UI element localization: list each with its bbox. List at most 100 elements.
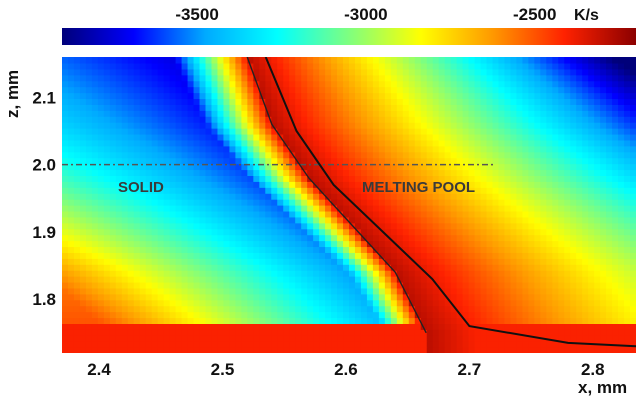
heatmap-cell xyxy=(199,240,207,248)
heatmap-cell xyxy=(456,62,464,70)
heatmap-cell xyxy=(211,104,219,111)
heatmap-cell xyxy=(181,246,189,253)
heatmap-cell xyxy=(97,240,105,248)
heatmap-cell xyxy=(199,181,207,188)
x-tick-label: 2.6 xyxy=(334,360,358,379)
heatmap-cell xyxy=(325,329,332,336)
heatmap-cell xyxy=(474,317,482,324)
heatmap-cell xyxy=(432,216,440,224)
heatmap-cell xyxy=(486,341,494,348)
heatmap-cell xyxy=(552,287,559,295)
heatmap-cell xyxy=(354,311,362,319)
heatmap-cell xyxy=(420,305,428,313)
heatmap-cell xyxy=(618,234,625,242)
heatmap-cell xyxy=(360,128,368,135)
heatmap-cell xyxy=(570,133,577,141)
y-tick-label: 1.9 xyxy=(32,223,56,242)
heatmap-cell xyxy=(337,145,344,153)
heatmap-cell xyxy=(265,264,272,271)
heatmap-cell xyxy=(205,323,213,330)
heatmap-cell xyxy=(73,181,81,188)
heatmap-cell xyxy=(372,74,380,82)
heatmap-cell xyxy=(193,210,201,218)
heatmap-cell xyxy=(109,246,117,253)
heatmap-cell xyxy=(91,258,99,265)
heatmap-cell xyxy=(187,86,195,94)
heatmap-cell xyxy=(450,299,458,307)
heatmap-cell xyxy=(630,122,636,129)
heatmap-cell xyxy=(217,74,225,82)
heatmap-cell xyxy=(181,347,189,353)
heatmap-cell xyxy=(121,205,129,212)
heatmap-cell xyxy=(432,92,440,100)
heatmap-cell xyxy=(372,299,380,307)
heatmap-cell xyxy=(486,299,494,307)
heatmap-cell xyxy=(115,347,123,353)
heatmap-cell xyxy=(432,80,440,88)
heatmap-cell xyxy=(145,311,153,319)
heatmap-cell xyxy=(349,329,356,336)
heatmap-cell xyxy=(103,57,111,64)
heatmap-cell xyxy=(151,128,159,135)
heatmap-cell xyxy=(432,122,440,129)
heatmap-cell xyxy=(331,98,338,105)
heatmap-cell xyxy=(247,258,254,265)
heatmap-cell xyxy=(420,145,428,153)
heatmap-cell xyxy=(145,205,153,212)
heatmap-cell xyxy=(444,92,452,100)
heatmap-cell xyxy=(103,234,111,242)
heatmap-cell xyxy=(564,287,571,295)
heatmap-cell xyxy=(85,299,93,307)
heatmap-cell xyxy=(510,199,518,206)
heatmap-cell xyxy=(67,157,75,165)
heatmap-cell xyxy=(414,246,422,253)
heatmap-cell xyxy=(181,57,189,64)
heatmap-cell xyxy=(259,216,266,224)
heatmap-cell xyxy=(534,270,541,277)
heatmap-cell xyxy=(217,86,225,94)
heatmap-cell xyxy=(145,98,153,105)
heatmap-cell xyxy=(163,187,171,194)
heatmap-cell xyxy=(630,240,636,248)
heatmap-cell xyxy=(139,175,147,182)
heatmap-cell xyxy=(331,110,338,117)
heatmap-cell xyxy=(121,128,129,135)
heatmap-cell xyxy=(444,139,452,147)
heatmap-cell xyxy=(307,341,314,348)
heatmap-cell xyxy=(390,145,398,153)
heatmap-cell xyxy=(558,240,565,248)
heatmap-cell xyxy=(91,347,99,353)
heatmap-cell xyxy=(73,323,81,330)
heatmap-cell xyxy=(486,62,494,70)
heatmap-cell xyxy=(510,335,518,342)
heatmap-cell xyxy=(121,110,129,117)
heatmap-cell xyxy=(594,145,601,153)
heatmap-cell xyxy=(576,139,583,147)
heatmap-cell xyxy=(630,216,636,224)
heatmap-cell xyxy=(79,98,87,105)
heatmap-cell xyxy=(115,199,123,206)
heatmap-cell xyxy=(193,216,201,224)
heatmap-cell xyxy=(522,139,529,147)
heatmap-cell xyxy=(223,210,231,218)
heatmap-cell xyxy=(313,317,320,324)
heatmap-cell xyxy=(510,329,518,336)
heatmap-cell xyxy=(546,74,553,82)
heatmap-cell xyxy=(378,110,386,117)
heatmap-cell xyxy=(295,287,302,295)
heatmap-cell xyxy=(229,169,236,176)
heatmap-cell xyxy=(181,62,189,70)
heatmap-cell xyxy=(343,305,350,313)
heatmap-cell xyxy=(408,293,416,301)
heatmap-cell xyxy=(271,264,278,271)
heatmap-cell xyxy=(408,335,416,342)
colorbar-unit-label: K/s xyxy=(574,7,599,24)
heatmap-cell xyxy=(606,281,613,289)
heatmap-cell xyxy=(85,169,93,176)
heatmap-cell xyxy=(151,270,159,277)
heatmap-cell xyxy=(432,86,440,94)
heatmap-cell xyxy=(247,222,254,230)
heatmap-cell xyxy=(265,270,272,277)
heatmap-cell xyxy=(438,187,446,194)
heatmap-cell xyxy=(504,240,512,248)
